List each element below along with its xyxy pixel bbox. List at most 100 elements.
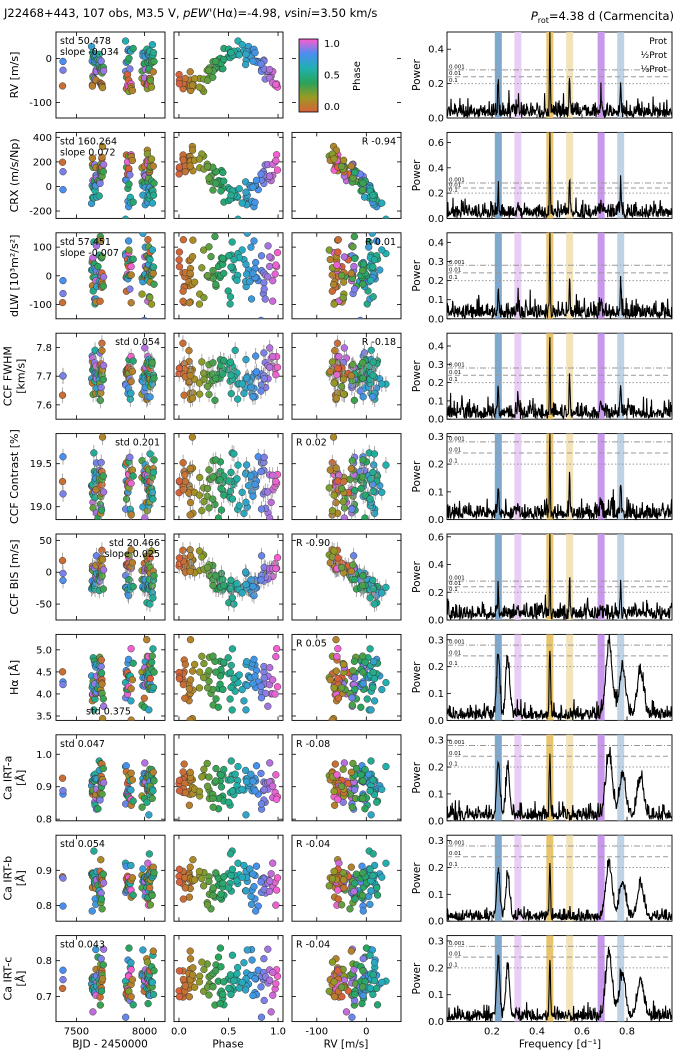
data-point bbox=[332, 498, 340, 507]
data-point bbox=[220, 765, 228, 774]
data-point bbox=[100, 273, 108, 281]
data-point bbox=[227, 661, 235, 669]
ytick-label: 7.6 bbox=[36, 400, 52, 411]
pgram-frame bbox=[446, 332, 673, 420]
data-point bbox=[149, 768, 157, 776]
data-point bbox=[241, 568, 250, 576]
data-point bbox=[330, 491, 338, 499]
data-point bbox=[205, 66, 213, 74]
data-point bbox=[361, 491, 369, 499]
data-point bbox=[90, 847, 98, 855]
fap-label: 0.01 bbox=[449, 581, 461, 587]
colorbar-tick: 0.5 bbox=[324, 71, 340, 82]
data-point bbox=[366, 865, 374, 873]
freq-band bbox=[597, 32, 605, 118]
data-point bbox=[100, 702, 108, 710]
data-point bbox=[227, 757, 235, 765]
freq-band bbox=[514, 132, 522, 219]
data-point bbox=[247, 900, 256, 908]
data-point bbox=[149, 495, 157, 503]
data-point bbox=[247, 472, 255, 480]
fap-label: 0.001 bbox=[449, 740, 465, 746]
data-point bbox=[179, 459, 187, 467]
data-point bbox=[98, 975, 107, 983]
data-point bbox=[179, 156, 187, 164]
periodogram-line bbox=[446, 746, 673, 822]
panel-frame bbox=[291, 834, 402, 922]
data-point bbox=[359, 907, 367, 915]
data-point bbox=[340, 344, 348, 352]
data-point bbox=[339, 765, 347, 773]
data-point bbox=[370, 657, 378, 666]
data-point bbox=[361, 658, 369, 666]
ytick-label: -50 bbox=[36, 600, 52, 611]
panel-frame bbox=[55, 533, 166, 621]
ytick-label: 0.8 bbox=[36, 815, 52, 826]
data-point bbox=[186, 863, 194, 871]
fap-label: 0.01 bbox=[449, 183, 461, 189]
ytick-label: 400 bbox=[33, 133, 52, 144]
ytick-label: -100 bbox=[29, 98, 52, 109]
data-point bbox=[243, 270, 251, 278]
data-point bbox=[376, 266, 384, 274]
data-point bbox=[212, 668, 220, 676]
power-tick-label: 0.1 bbox=[428, 396, 444, 407]
data-point bbox=[378, 380, 386, 388]
data-point bbox=[59, 490, 67, 498]
data-point bbox=[209, 186, 217, 194]
data-point bbox=[175, 477, 184, 485]
data-point bbox=[126, 285, 134, 293]
data-point bbox=[347, 162, 355, 170]
data-point bbox=[382, 762, 390, 771]
data-point bbox=[128, 86, 137, 95]
data-point bbox=[340, 278, 348, 286]
data-point bbox=[122, 1013, 130, 1021]
data-point bbox=[243, 374, 251, 382]
data-point bbox=[149, 990, 158, 999]
data-point bbox=[334, 694, 343, 702]
pgram-frame bbox=[446, 734, 673, 822]
row-ccf-contrast: CCF Contrast [%] 19.5 19.0 std 0.201 R 0.02 0… bbox=[8, 429, 673, 526]
data-point bbox=[148, 658, 156, 666]
data-point bbox=[350, 786, 359, 794]
data-point bbox=[333, 339, 342, 347]
fap-label: 0.1 bbox=[449, 459, 458, 465]
data-point bbox=[269, 991, 277, 999]
power-label: Power bbox=[411, 360, 423, 392]
data-point bbox=[360, 193, 369, 201]
data-point bbox=[200, 673, 208, 682]
data-point bbox=[251, 672, 259, 680]
data-point bbox=[370, 450, 379, 458]
data-point bbox=[358, 999, 366, 1008]
points bbox=[325, 636, 390, 721]
data-point bbox=[367, 276, 375, 284]
data-point bbox=[266, 344, 274, 352]
data-point bbox=[129, 357, 137, 365]
points bbox=[58, 847, 158, 915]
data-point bbox=[217, 484, 225, 493]
data-point bbox=[92, 945, 100, 954]
data-point bbox=[186, 636, 195, 644]
data-point bbox=[234, 215, 242, 219]
ytick-label: 4.0 bbox=[36, 689, 52, 700]
ytick-label: 0 bbox=[46, 54, 52, 65]
data-point bbox=[88, 82, 97, 90]
data-point bbox=[250, 655, 258, 664]
ylabel: [Å] bbox=[15, 870, 28, 886]
data-point bbox=[349, 243, 357, 251]
data-point bbox=[332, 464, 340, 472]
data-point bbox=[257, 1013, 266, 1021]
freq-band bbox=[546, 634, 554, 721]
data-point bbox=[198, 507, 206, 515]
data-point bbox=[175, 967, 184, 975]
ytick-label: 0.8 bbox=[36, 901, 52, 912]
data-point bbox=[58, 82, 67, 90]
data-point bbox=[238, 785, 246, 793]
data-point bbox=[273, 166, 282, 174]
power-label: Power bbox=[411, 259, 423, 291]
data-point bbox=[99, 282, 107, 290]
xlabel-phase: Phase bbox=[212, 1039, 243, 1051]
data-point bbox=[261, 295, 269, 303]
points bbox=[325, 433, 390, 520]
data-point bbox=[99, 472, 107, 480]
